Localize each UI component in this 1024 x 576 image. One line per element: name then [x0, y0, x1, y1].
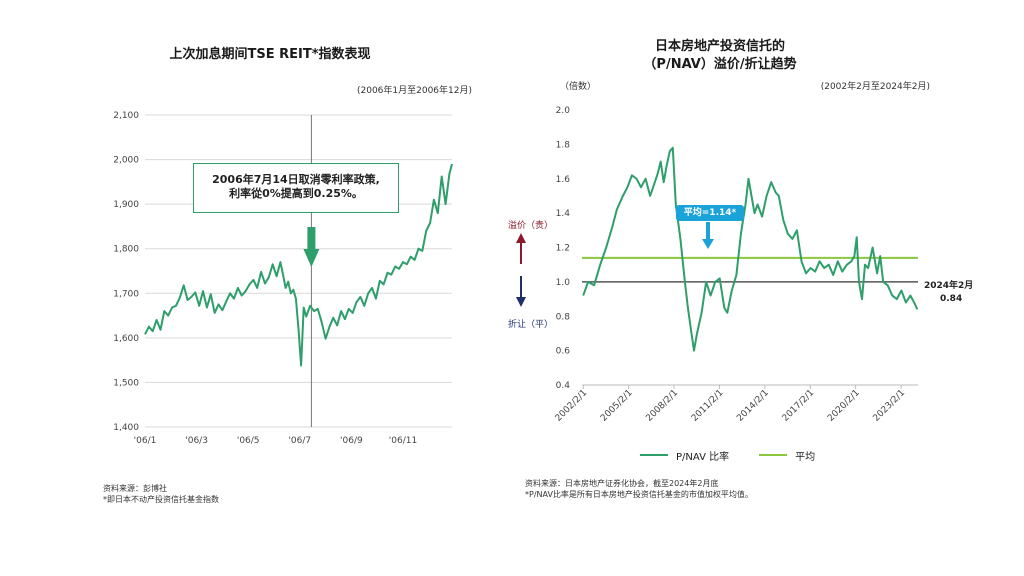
legend-label-average: 平均 — [795, 451, 816, 463]
right-title-line-2: （P/NAV）溢价/折让趋势 — [643, 57, 797, 72]
y-tick-label: 2,000 — [113, 156, 139, 166]
discount-arrow-shaft — [520, 276, 522, 298]
arrow-shaft — [307, 227, 316, 249]
y-tick-label: 0.8 — [556, 312, 571, 322]
left-source-line-2: *即日本不动产投资信托基金指数 — [103, 495, 219, 504]
left-chart: 1,400 1,500 1,600 1,700 1,800 1,900 2,000 2,100… — [113, 111, 453, 446]
x-tick-label: 2014/2/1 — [735, 388, 771, 424]
right-title-line-1: 日本房地产投资信托的 — [654, 39, 785, 54]
x-tick-label: 2023/2/1 — [872, 388, 908, 424]
discount-label: 折让（平） — [508, 320, 554, 330]
x-tick-label: 2002/2/1 — [554, 388, 590, 424]
x-tick-label: '06/9 — [340, 436, 363, 446]
left-source-line-1: 资料来源：彭博社 — [103, 484, 167, 493]
x-tick-label: '06/3 — [185, 436, 208, 446]
legend-label-series: P/NAV 比率 — [676, 451, 730, 463]
pnav-ratio-line — [582, 146, 919, 352]
y-tick-label: 1,600 — [113, 334, 139, 344]
right-unit-label: （倍数） — [560, 82, 597, 92]
y-tick-label: 1,400 — [113, 423, 139, 433]
average-badge: 平均=1.14* — [676, 205, 744, 221]
x-tick-label: '06/11 — [389, 436, 417, 446]
right-chart-title: 日本房地产投资信托的 （P/NAV）溢价/折让趋势 — [620, 38, 820, 74]
y-tick-label: 1.2 — [556, 244, 570, 254]
left-chart-title: 上次加息期间TSE REIT*指数表现 — [169, 47, 371, 62]
y-tick-label: 1,900 — [113, 200, 139, 210]
premium-label: 溢价（贵） — [508, 221, 554, 231]
annotation-line-2: 利率從0%提高到0.25%。 — [229, 187, 363, 200]
left-chart-subtitle: (2006年1月至2006年12月) — [356, 86, 472, 96]
end-label-date: 2024年2月 — [924, 281, 974, 291]
right-source-note: 资料来源：日本房地产证券化协会，截至2024年2月底 *P/NAV比率是所有日本… — [525, 478, 945, 500]
y-tick-label: 1.4 — [556, 209, 571, 219]
up-arrow-icon — [516, 233, 526, 243]
right-source-line-2: *P/NAV比率是所有日本房地产投资信托基金的市值加权平均值。 — [525, 490, 753, 499]
badge-arrow-shaft — [706, 222, 710, 240]
down-arrow-icon — [516, 297, 526, 307]
annotation-line-1: 2006年7月14日取消零利率政策, — [212, 173, 380, 186]
tse-reit-index-line — [144, 163, 453, 367]
y-tick-label: 2.0 — [556, 106, 571, 116]
y-tick-label: 1.0 — [556, 278, 571, 288]
x-tick-label: 2020/2/1 — [826, 388, 862, 424]
x-tick-label: '06/1 — [134, 436, 157, 446]
badge-arrow-icon — [702, 239, 714, 249]
y-tick-label: 2,100 — [113, 111, 139, 121]
premium-arrow-shaft — [520, 242, 522, 264]
y-tick-label: 1.8 — [556, 140, 571, 150]
x-tick-label: 2005/2/1 — [599, 388, 635, 424]
y-tick-label: 1.6 — [556, 175, 571, 185]
y-tick-label: 1,500 — [113, 378, 139, 388]
y-tick-label: 0.6 — [556, 347, 571, 357]
left-source-note: 资料来源：彭博社 *即日本不动产投资信托基金指数 — [103, 483, 403, 505]
x-tick-label: '06/7 — [288, 436, 311, 446]
down-arrow-icon — [303, 249, 320, 267]
right-legend: P/NAV 比率 平均 — [640, 448, 816, 463]
y-tick-label: 0.4 — [556, 381, 571, 391]
x-tick-label: 2008/2/1 — [644, 388, 680, 424]
end-label-value: 0.84 — [940, 294, 963, 304]
right-chart: 0.4 0.6 0.8 1.0 1.2 1.4 1.6 1.8 2.0 2002/2/1 2005/… — [516, 106, 919, 424]
right-chart-subtitle: (2002年2月至2024年2月) — [820, 82, 930, 92]
x-tick-label: 2017/2/1 — [781, 388, 817, 424]
x-tick-label: '06/5 — [237, 436, 260, 446]
rate-hike-annotation-box: 2006年7月14日取消零利率政策, 利率從0%提高到0.25%。 — [193, 163, 399, 213]
x-tick-label: 2011/2/1 — [690, 388, 726, 424]
y-tick-label: 1,800 — [113, 245, 139, 255]
legend-swatch-series — [640, 454, 668, 456]
legend-swatch-average — [759, 454, 788, 456]
right-source-line-1: 资料来源：日本房地产证券化协会，截至2024年2月底 — [525, 479, 719, 488]
y-tick-label: 1,700 — [113, 289, 139, 299]
